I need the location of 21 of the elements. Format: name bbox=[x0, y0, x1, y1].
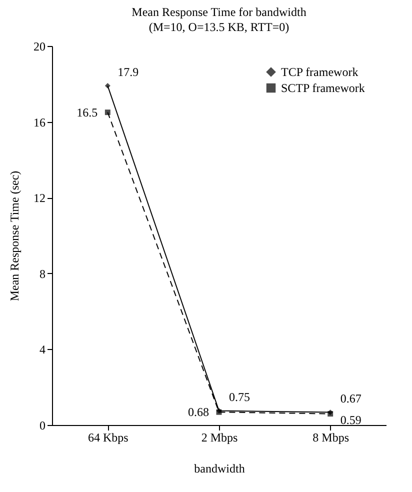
data-label: 0.68 bbox=[188, 405, 209, 420]
chart-subtitle: (M=10, O=13.5 KB, RTT=0) bbox=[148, 20, 290, 34]
y-tick-label: 4 bbox=[40, 342, 46, 357]
data-label: 0.75 bbox=[229, 390, 250, 404]
data-label: 16.5 bbox=[76, 105, 98, 120]
data-label: 17.9 bbox=[118, 64, 139, 79]
legend-label: TCP framework bbox=[281, 65, 358, 79]
legend-label: SCTP framework bbox=[281, 81, 365, 95]
x-tick-label: 2 Mbps bbox=[201, 430, 238, 444]
y-tick-label: 0 bbox=[40, 418, 46, 432]
y-tick-label: 16 bbox=[34, 115, 46, 130]
data-label: 0.59 bbox=[340, 412, 362, 427]
chart-title: Mean Response Time for bandwidth bbox=[132, 5, 306, 19]
data-label: 0.67 bbox=[340, 391, 362, 406]
y-axis-title: Mean Response Time (sec) bbox=[8, 170, 22, 302]
y-tick-label: 12 bbox=[34, 191, 46, 206]
x-tick-label: 8 Mbps bbox=[312, 430, 350, 444]
y-tick-label: 20 bbox=[34, 40, 46, 54]
x-tick-label: 64 Kbps bbox=[88, 430, 129, 444]
x-axis-title: bandwidth bbox=[194, 462, 245, 476]
y-tick-label: 8 bbox=[40, 266, 46, 281]
